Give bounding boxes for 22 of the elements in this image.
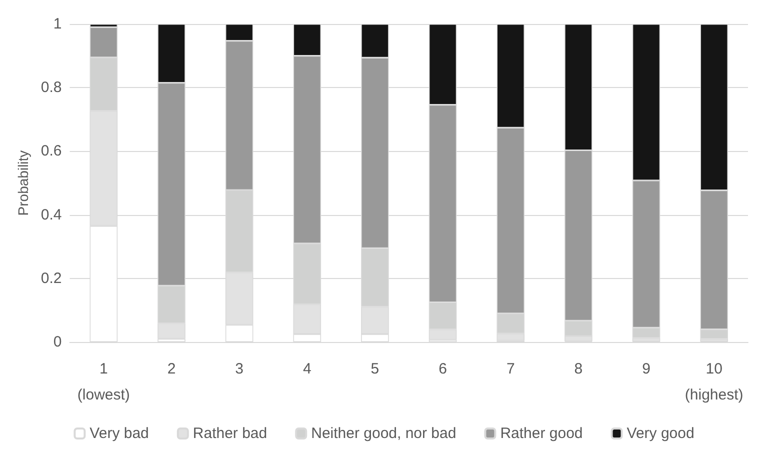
x-tick-label: 6: [438, 360, 447, 378]
x-tick-label: 8: [574, 360, 583, 378]
x-tick-label: 2: [167, 360, 176, 378]
y-tick-label: 1: [53, 16, 62, 32]
legend-label: Neither good, nor bad: [311, 425, 456, 442]
legend-label: Very bad: [90, 425, 149, 442]
x-tick-label: 10 (highest): [684, 360, 744, 404]
x-tick-label: 1 (lowest): [77, 360, 130, 404]
legend-label: Rather bad: [192, 425, 268, 442]
x-tick-label: 9: [642, 360, 650, 378]
legend-label: Very good: [626, 425, 694, 442]
y-tick-label: 0: [53, 334, 62, 350]
x-tick-label: 4: [302, 360, 312, 378]
legend-label: Rather good: [500, 425, 583, 442]
y-tick-label: 0.4: [40, 206, 62, 224]
x-tick-label: 3: [235, 360, 244, 378]
x-tick-label: 5: [370, 360, 380, 378]
y-tick-label: 0.6: [40, 142, 62, 160]
y-axis-title: Probability: [15, 150, 31, 216]
y-tick-label: 0.2: [40, 270, 62, 287]
x-tick-label: 7: [506, 360, 515, 378]
y-tick-label: 0.8: [40, 79, 62, 96]
